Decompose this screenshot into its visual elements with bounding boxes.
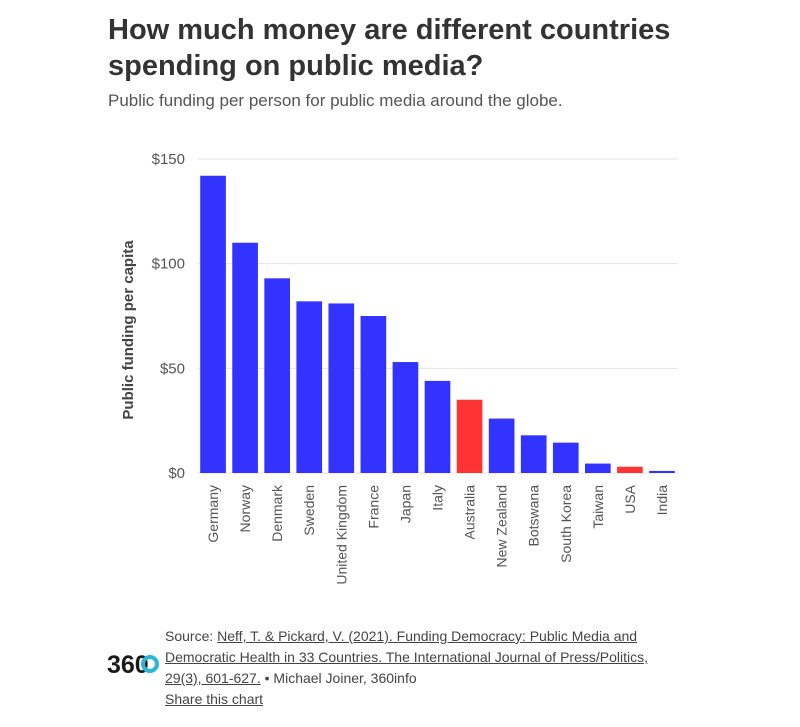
bar — [488, 418, 515, 473]
chart-footer: Source: Neff, T. & Pickard, V. (2021). F… — [165, 626, 685, 710]
y-axis-label: Public funding per capita — [120, 240, 137, 420]
bar — [456, 399, 483, 473]
bars — [200, 175, 675, 473]
logo-ring-icon — [141, 655, 159, 673]
bar — [328, 303, 355, 473]
y-tick-label: $50 — [160, 360, 185, 377]
x-tick-label: United Kingdom — [333, 485, 349, 585]
bar — [296, 301, 323, 473]
y-tick-label: $0 — [168, 465, 185, 482]
x-tick-label: Botswana — [526, 485, 542, 547]
bar — [264, 278, 290, 473]
x-tick-label: Germany — [205, 485, 221, 543]
share-chart-link[interactable]: Share this chart — [165, 691, 264, 707]
x-tick-label: Australia — [462, 485, 478, 540]
x-tick-label: Taiwan — [590, 485, 606, 529]
x-tick-label: USA — [622, 484, 638, 513]
bar — [360, 316, 387, 473]
bar — [520, 435, 547, 473]
y-axis-ticks: $0 $50 $100 $150 — [152, 151, 185, 482]
bar — [392, 362, 419, 473]
x-tick-label: Japan — [397, 485, 413, 523]
bar — [424, 380, 451, 473]
source-label: Source: — [165, 628, 214, 644]
x-tick-label: Italy — [430, 485, 446, 511]
chart-title: How much money are different countries s… — [108, 14, 671, 82]
x-tick-label: France — [365, 485, 381, 529]
bar-chart: $0 $50 $100 $150 Germany Norway Denmark Sweden… — [120, 151, 678, 585]
bar — [585, 463, 611, 473]
bar — [232, 242, 258, 473]
bar — [617, 466, 643, 473]
credit-text: • Michael Joiner, 360info — [260, 670, 417, 686]
source-link[interactable]: Neff, T. & Pickard, V. (2021). Funding D… — [165, 628, 648, 686]
y-tick-label: $100 — [152, 256, 185, 273]
bar — [649, 470, 675, 473]
x-tick-label: India — [654, 485, 670, 516]
x-tick-label: Denmark — [269, 484, 285, 542]
bar — [200, 175, 226, 473]
x-axis-ticks: Germany Norway Denmark Sweden United Kingdom… — [205, 484, 670, 585]
360info-logo: 360 — [107, 651, 159, 678]
bar — [552, 442, 579, 473]
x-tick-label: New Zealand — [494, 485, 510, 568]
x-tick-label: Norway — [237, 485, 253, 532]
chart-subtitle: Public funding per person for public med… — [108, 91, 563, 110]
x-tick-label: Sweden — [301, 485, 317, 536]
y-tick-label: $150 — [152, 151, 185, 168]
x-tick-label: South Korea — [558, 485, 574, 563]
